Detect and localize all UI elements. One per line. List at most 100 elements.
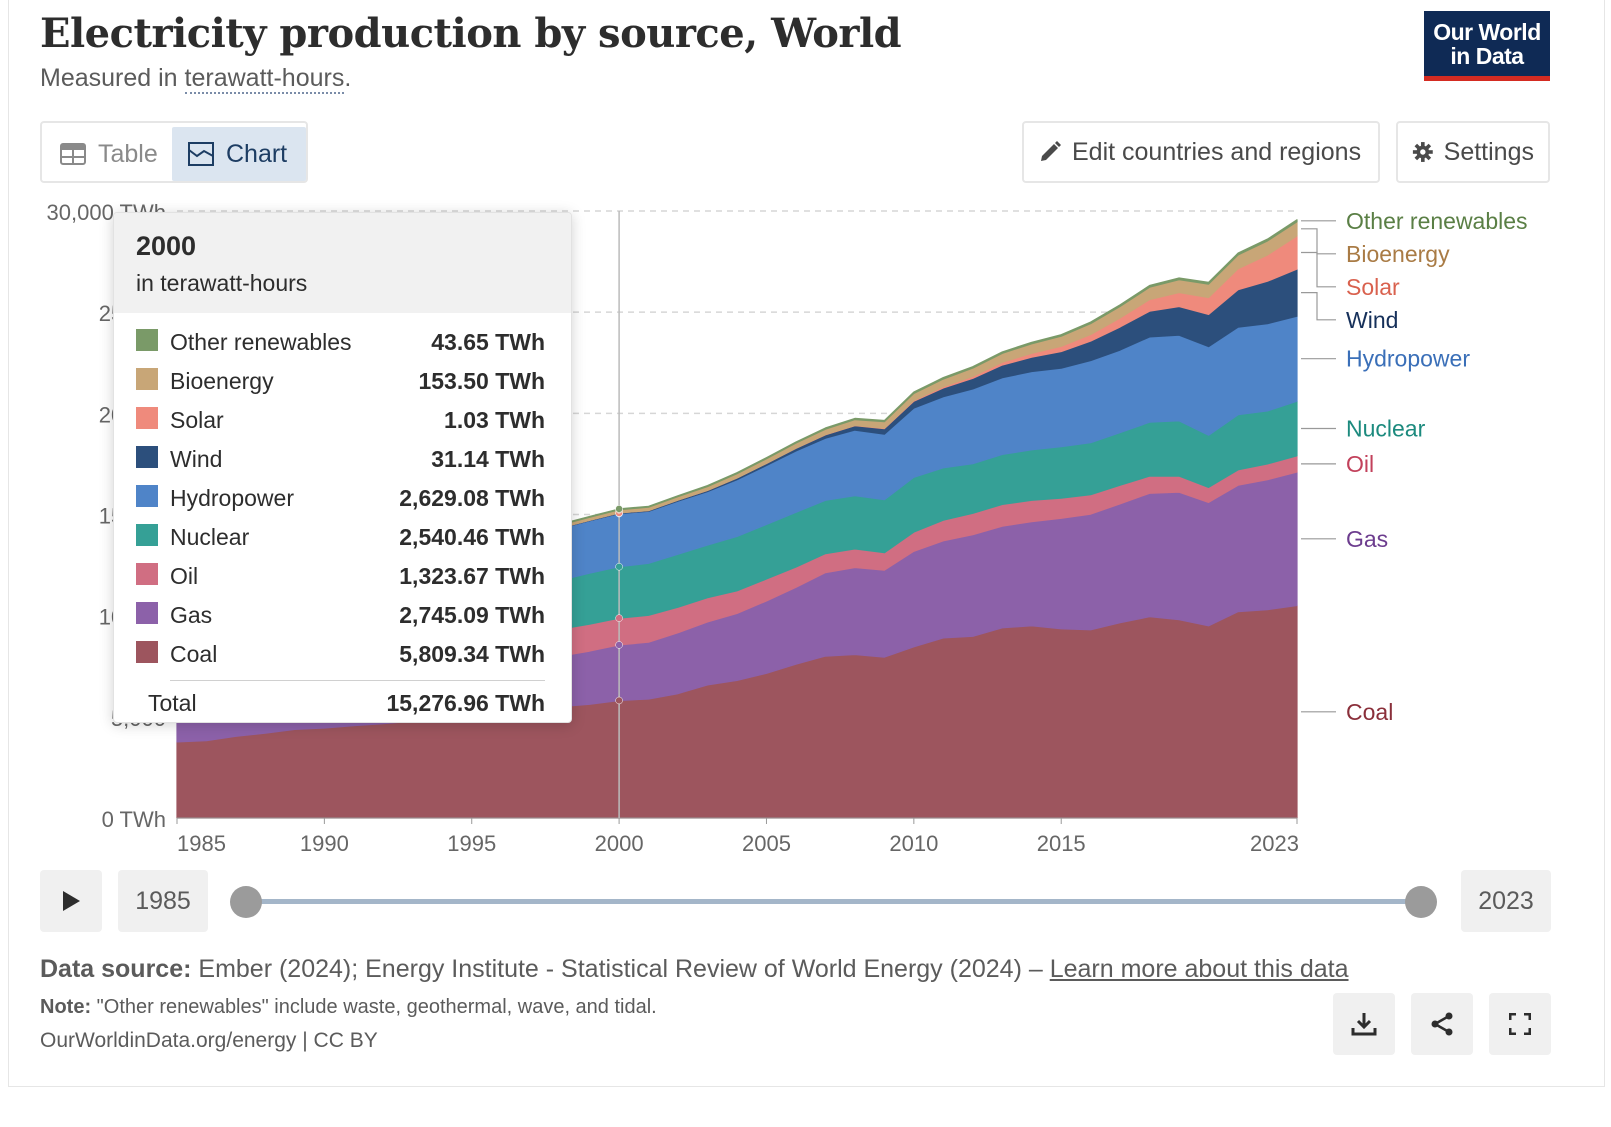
tooltip-rows: Other renewables 43.65 TWh Bioenergy 153.5… [114, 313, 571, 681]
data-source: Data source: Ember (2024); Energy Instit… [40, 955, 1349, 984]
chart-note: Note: "Other renewables" include waste, … [40, 996, 657, 1019]
tooltip-row: Gas 2,745.09 TWh [136, 596, 545, 635]
tooltip-series-value: 5,809.34 TWh [399, 641, 545, 667]
view-tabs: Table Chart [40, 121, 308, 183]
end-label: Coal [1346, 699, 1393, 725]
tooltip-series-name: Coal [170, 641, 218, 667]
unit-definition-link[interactable]: terawatt-hours [184, 64, 345, 94]
chart-title: Electricity production by source, World [40, 10, 902, 57]
chart-icon [188, 142, 214, 166]
tooltip-row: Solar 1.03 TWh [136, 401, 545, 440]
tooltip-row: Bioenergy 153.50 TWh [136, 362, 545, 401]
tooltip-series-name: Other renewables [170, 329, 352, 355]
x-tick-label: 2000 [595, 831, 644, 856]
tooltip-row: Nuclear 2,540.46 TWh [136, 518, 545, 557]
play-button[interactable] [40, 870, 102, 932]
hover-point [615, 641, 623, 649]
download-icon [1351, 1013, 1377, 1036]
settings-button[interactable]: Settings [1396, 121, 1550, 183]
timeline-start-year[interactable]: 1985 [118, 870, 208, 932]
hover-point [615, 696, 623, 705]
timeline-start-handle[interactable] [230, 886, 262, 918]
end-label: Solar [1346, 274, 1400, 300]
tooltip-series-value: 43.65 TWh [431, 329, 545, 355]
subtitle-suffix: . [344, 64, 352, 92]
tab-table[interactable]: Table [46, 127, 170, 181]
share-button[interactable] [1411, 993, 1473, 1055]
tooltip-total-value: 15,276.96 TWh [386, 689, 545, 716]
logo-line-1: Our World [1433, 19, 1541, 45]
tooltip-series-name: Oil [170, 563, 199, 589]
hover-point [615, 562, 623, 571]
credit-line[interactable]: OurWorldinData.org/energy | CC BY [40, 1029, 378, 1052]
x-tick-label: 2010 [889, 831, 938, 856]
legend-swatch [136, 640, 158, 663]
legend-swatch [136, 406, 158, 429]
tooltip-header: 2000 in terawatt-hours [114, 213, 571, 313]
learn-more-link[interactable]: Learn more about this data [1049, 955, 1349, 983]
owid-logo[interactable]: Our World in Data [1424, 11, 1550, 81]
note-text: "Other renewables" include waste, geothe… [91, 996, 657, 1018]
timeline-end-handle[interactable] [1405, 886, 1437, 918]
edit-countries-label: Edit countries and regions [1072, 137, 1362, 166]
legend-swatch [136, 367, 158, 390]
timeline-track[interactable] [246, 899, 1422, 904]
tooltip-series-value: 153.50 TWh [418, 368, 545, 394]
download-button[interactable] [1333, 993, 1395, 1055]
end-label: Gas [1346, 526, 1388, 552]
tooltip-row: Other renewables 43.65 TWh [136, 323, 545, 362]
pencil-icon [1041, 141, 1061, 161]
tooltip-total-row: Total 15,276.96 TWh [114, 681, 571, 722]
x-tick-label: 2023 [1250, 831, 1299, 856]
area-chart: 0 TWh5,00010,00015,00020,00025,00030,000… [47, 200, 1528, 856]
timeline-end-year[interactable]: 2023 [1461, 870, 1551, 932]
end-label: Other renewables [1346, 208, 1528, 234]
fullscreen-button[interactable] [1489, 993, 1551, 1055]
x-tick-label: 1995 [447, 831, 496, 856]
tab-table-label: Table [98, 139, 158, 168]
end-label-connector [1301, 251, 1336, 288]
tooltip-series-value: 31.14 TWh [431, 446, 545, 472]
tooltip-series-value: 2,540.46 TWh [399, 524, 545, 550]
end-label: Oil [1346, 451, 1374, 477]
tooltip-series-value: 1,323.67 TWh [399, 563, 545, 589]
tooltip-series-name: Gas [170, 602, 213, 628]
legend-swatch [136, 562, 158, 585]
x-tick-label: 2015 [1037, 831, 1086, 856]
gear-icon [1412, 142, 1433, 162]
end-label-connector [1301, 292, 1336, 321]
legend-swatch [136, 445, 158, 468]
logo-line-2: in Data [1450, 43, 1524, 69]
end-label: Hydropower [1346, 346, 1470, 372]
tooltip-series-name: Solar [170, 407, 224, 433]
tooltip-series-value: 2,629.08 TWh [399, 485, 545, 511]
share-icon [1431, 1012, 1453, 1036]
end-label: Wind [1346, 307, 1398, 333]
source-label: Data source: [40, 955, 192, 983]
tab-chart[interactable]: Chart [172, 127, 306, 181]
legend-swatch [136, 523, 158, 546]
end-label: Bioenergy [1346, 241, 1450, 267]
tooltip-series-value: 1.03 TWh [444, 407, 545, 433]
tooltip-row: Oil 1,323.67 TWh [136, 557, 545, 596]
source-text: Ember (2024); Energy Institute - Statist… [191, 955, 1050, 983]
tooltip-unit: in terawatt-hours [136, 270, 308, 296]
hover-point [615, 505, 623, 513]
subtitle-prefix: Measured in [40, 64, 185, 92]
table-icon [60, 143, 86, 165]
tab-chart-label: Chart [226, 139, 288, 168]
tooltip-series-name: Wind [170, 446, 223, 472]
fullscreen-icon [1509, 1013, 1531, 1035]
chart-frame [8, 0, 1605, 1087]
tooltip-total-label: Total [148, 689, 197, 716]
x-tick-label: 2005 [742, 831, 791, 856]
y-tick-label: 0 TWh [102, 807, 166, 832]
end-label-connector [1301, 228, 1336, 255]
tooltip-series-name: Nuclear [170, 524, 250, 550]
x-tick-label: 1985 [177, 831, 226, 856]
hover-tooltip: 2000 in terawatt-hours Other renewables 4… [113, 212, 572, 723]
end-label: Nuclear [1346, 416, 1426, 442]
tooltip-row: Wind 31.14 TWh [136, 440, 545, 479]
edit-countries-button[interactable]: Edit countries and regions [1022, 121, 1380, 183]
tooltip-series-name: Bioenergy [170, 368, 274, 394]
